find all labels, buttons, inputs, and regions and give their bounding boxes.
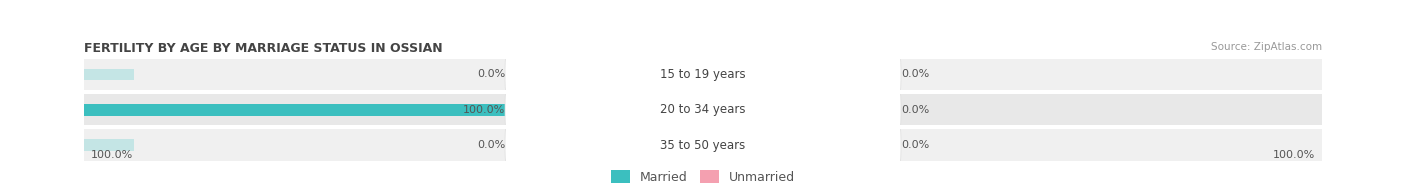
Text: 100.0%: 100.0% bbox=[463, 105, 505, 115]
Bar bbox=[84, 69, 134, 80]
Bar bbox=[84, 139, 134, 151]
Bar bbox=[84, 104, 1322, 116]
FancyBboxPatch shape bbox=[505, 73, 901, 147]
FancyBboxPatch shape bbox=[505, 108, 901, 182]
Bar bbox=[703, 104, 752, 116]
Bar bbox=[84, 139, 1322, 151]
Text: 0.0%: 0.0% bbox=[901, 69, 929, 80]
FancyBboxPatch shape bbox=[505, 37, 901, 112]
Text: 0.0%: 0.0% bbox=[477, 69, 505, 80]
Text: 100.0%: 100.0% bbox=[1274, 150, 1316, 160]
Text: Source: ZipAtlas.com: Source: ZipAtlas.com bbox=[1211, 42, 1322, 52]
Text: FERTILITY BY AGE BY MARRIAGE STATUS IN OSSIAN: FERTILITY BY AGE BY MARRIAGE STATUS IN O… bbox=[84, 42, 443, 55]
Text: 35 to 50 years: 35 to 50 years bbox=[661, 139, 745, 152]
Text: 15 to 19 years: 15 to 19 years bbox=[661, 68, 745, 81]
Bar bbox=[703, 69, 752, 80]
Bar bbox=[84, 104, 703, 116]
Text: 0.0%: 0.0% bbox=[477, 140, 505, 150]
Text: 20 to 34 years: 20 to 34 years bbox=[661, 103, 745, 116]
Text: 100.0%: 100.0% bbox=[90, 150, 132, 160]
Text: 0.0%: 0.0% bbox=[901, 105, 929, 115]
Text: 0.0%: 0.0% bbox=[901, 140, 929, 150]
Bar bbox=[84, 69, 1322, 80]
Legend: Married, Unmarried: Married, Unmarried bbox=[606, 165, 800, 189]
Bar bbox=[703, 139, 752, 151]
